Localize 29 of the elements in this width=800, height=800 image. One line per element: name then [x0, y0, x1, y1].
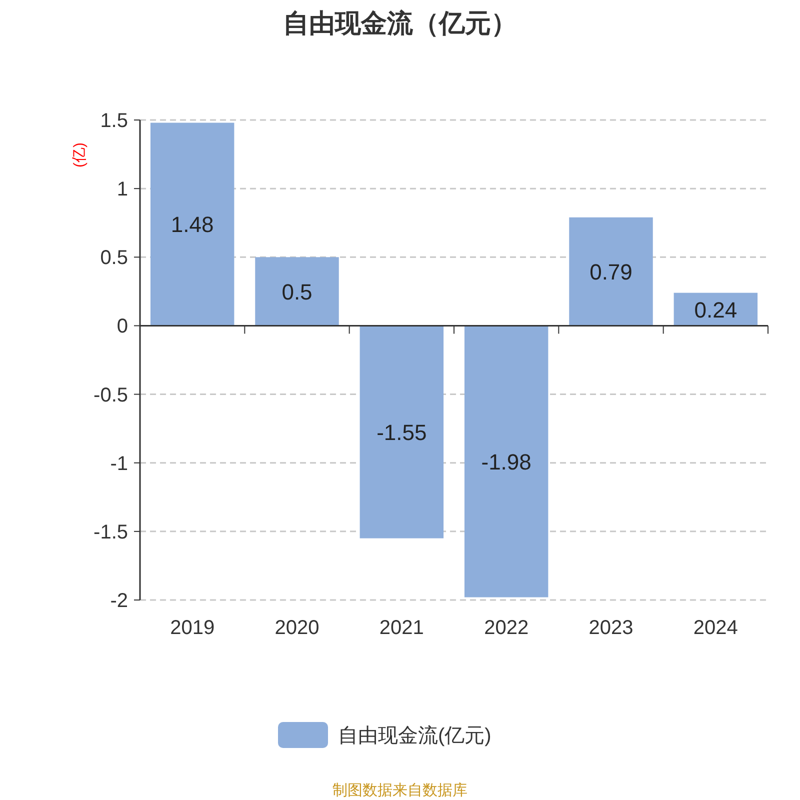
chart-title: 自由现金流（亿元）: [283, 8, 517, 38]
text: 制图数据来自数据库: [332, 782, 468, 799]
x-tick-label: 2022: [484, 617, 529, 639]
bar: [255, 257, 339, 326]
data-label: -1.98: [481, 449, 532, 474]
x-tick-label: 2024: [693, 617, 738, 639]
y-tick-label: -1.5: [94, 521, 128, 544]
bar: [360, 326, 444, 538]
data-label: 0.5: [282, 279, 312, 304]
y-tick-label: -2: [110, 590, 128, 612]
legend-label: 自由现金流(亿元): [338, 725, 492, 747]
y-tick-label: 1.5: [100, 110, 128, 132]
x-tick-label: 2020: [274, 617, 320, 639]
y-tick-label: 0: [116, 316, 128, 338]
bar: [569, 217, 653, 326]
y-axis-title: (亿): [71, 142, 88, 168]
bar: [150, 122, 234, 326]
data-label: -1.55: [376, 420, 427, 445]
x-tick-label: 2023: [588, 617, 634, 639]
y-tick-label: -1: [110, 452, 128, 475]
y-tick-label: -0.5: [94, 384, 128, 406]
data-label: 1.48: [170, 212, 214, 238]
x-tick-label: 2019: [170, 617, 215, 639]
bar: [464, 326, 548, 598]
data-label: 0.79: [590, 260, 632, 285]
data-label: 0.24: [694, 297, 738, 322]
y-tick-label: 1: [116, 178, 128, 201]
x-tick-label: 2021: [379, 617, 424, 639]
y-tick-label: 0.5: [100, 247, 128, 270]
